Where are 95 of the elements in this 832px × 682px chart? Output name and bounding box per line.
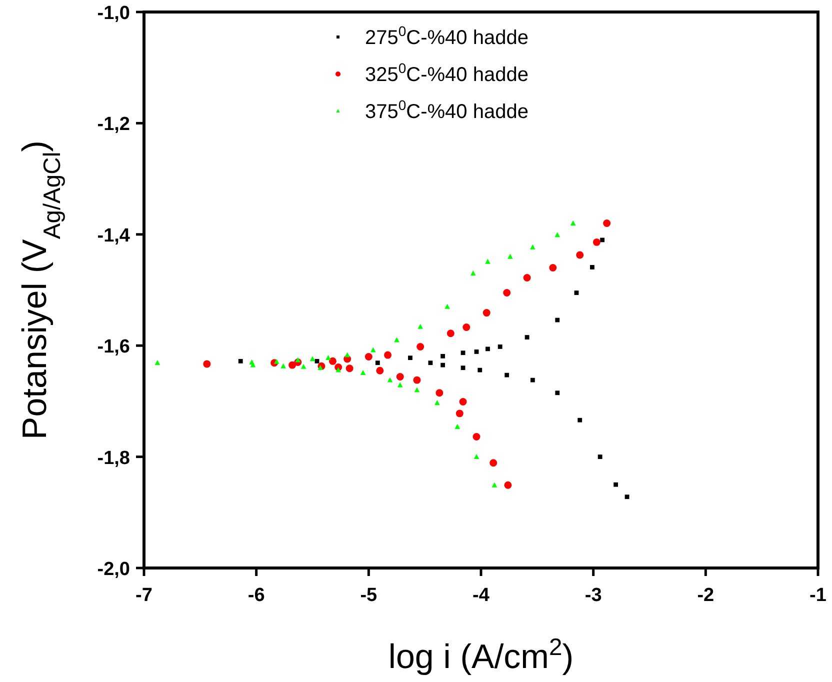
point bbox=[444, 304, 450, 309]
point bbox=[396, 372, 404, 380]
point bbox=[310, 356, 316, 362]
y-tick-label: -1,4 bbox=[97, 225, 130, 246]
point bbox=[249, 359, 254, 364]
point bbox=[549, 264, 557, 272]
x-tick-label: -1 bbox=[810, 585, 827, 606]
legend-label: 325$^{0}$C-%40 hadde bbox=[365, 60, 528, 86]
point bbox=[603, 220, 611, 228]
x-tick-label: -7 bbox=[136, 585, 152, 606]
point bbox=[456, 410, 464, 418]
x-tick-label: -3 bbox=[584, 585, 602, 606]
point bbox=[492, 482, 498, 488]
point bbox=[523, 274, 531, 282]
point bbox=[203, 360, 211, 368]
point bbox=[394, 337, 400, 342]
point bbox=[418, 324, 423, 329]
point bbox=[434, 400, 440, 406]
point bbox=[314, 358, 320, 364]
x-tick-label: -2 bbox=[697, 585, 714, 606]
point bbox=[570, 220, 576, 226]
x-tick-label: -4 bbox=[472, 585, 490, 606]
point bbox=[503, 289, 511, 297]
point bbox=[554, 232, 560, 238]
point bbox=[474, 350, 479, 354]
point bbox=[154, 360, 160, 366]
point bbox=[436, 389, 444, 397]
y-tick-label: -1,8 bbox=[97, 448, 130, 469]
x-axis-title: log i (A/cm$^{2}$) bbox=[388, 634, 574, 676]
point bbox=[504, 372, 510, 378]
x-tick-label: -5 bbox=[360, 585, 378, 606]
point bbox=[576, 251, 584, 259]
point bbox=[440, 362, 446, 368]
point bbox=[408, 356, 412, 360]
x-tick-label: -6 bbox=[248, 585, 265, 606]
point bbox=[238, 358, 243, 364]
point bbox=[486, 346, 490, 352]
point bbox=[384, 351, 392, 359]
point bbox=[440, 354, 446, 358]
point bbox=[346, 364, 354, 372]
point bbox=[598, 454, 602, 459]
point bbox=[478, 368, 482, 372]
point bbox=[555, 390, 560, 396]
point bbox=[336, 367, 341, 372]
point bbox=[300, 364, 306, 369]
point bbox=[459, 398, 467, 406]
y-tick-label: -1,0 bbox=[97, 3, 130, 24]
point bbox=[414, 387, 420, 392]
point bbox=[578, 418, 582, 422]
point bbox=[530, 378, 535, 382]
point bbox=[590, 265, 594, 270]
point bbox=[490, 459, 498, 467]
point bbox=[498, 344, 502, 349]
point bbox=[474, 454, 480, 459]
point bbox=[376, 366, 384, 374]
point bbox=[328, 357, 336, 365]
point bbox=[462, 324, 470, 331]
point bbox=[524, 335, 530, 340]
point bbox=[428, 360, 433, 366]
point bbox=[360, 370, 366, 376]
point bbox=[614, 482, 618, 487]
point bbox=[288, 361, 296, 369]
legend-label: 375$^{0}$C-%40 hadde bbox=[365, 97, 528, 123]
point bbox=[574, 290, 579, 295]
point bbox=[470, 270, 476, 276]
point bbox=[397, 382, 403, 388]
point bbox=[592, 238, 600, 246]
point bbox=[375, 360, 380, 366]
point bbox=[454, 424, 460, 429]
y-tick-label: -1,2 bbox=[97, 114, 130, 136]
point bbox=[460, 366, 466, 370]
point bbox=[504, 481, 512, 489]
point bbox=[344, 352, 350, 358]
point bbox=[460, 350, 466, 356]
point bbox=[413, 376, 421, 384]
point bbox=[364, 352, 372, 360]
point bbox=[472, 433, 480, 441]
point bbox=[274, 358, 280, 364]
point bbox=[555, 318, 560, 322]
point bbox=[446, 330, 454, 338]
point bbox=[326, 354, 331, 360]
point bbox=[387, 377, 393, 382]
point bbox=[482, 309, 490, 317]
legend-label: 275$^{0}$C-%40 hadde bbox=[365, 23, 528, 49]
point bbox=[416, 342, 424, 350]
point bbox=[600, 238, 605, 242]
point bbox=[295, 357, 301, 362]
point bbox=[318, 364, 324, 370]
y-tick-label: -1,6 bbox=[97, 336, 130, 358]
point bbox=[508, 254, 513, 259]
point bbox=[485, 258, 490, 264]
y-tick-label: -2,0 bbox=[97, 559, 130, 580]
point bbox=[624, 494, 630, 500]
point bbox=[530, 244, 536, 250]
point bbox=[280, 363, 286, 368]
